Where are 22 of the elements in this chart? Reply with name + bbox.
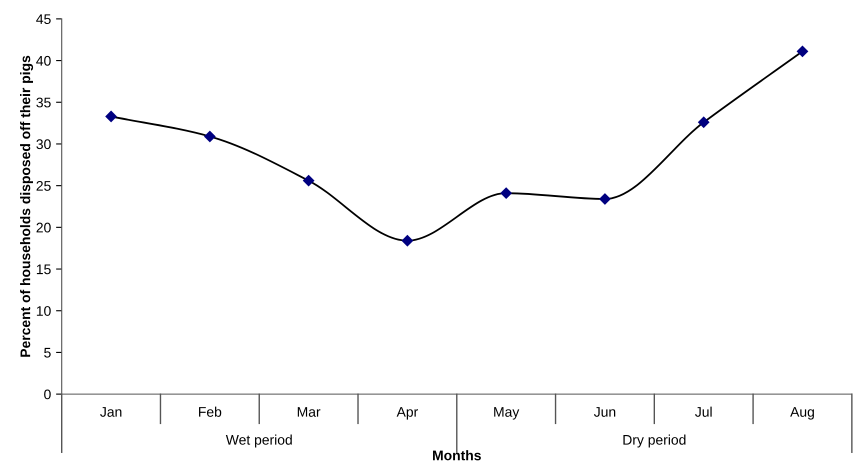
x-tick-label: Jun [594,407,616,417]
text: Dry period [623,434,686,448]
x-tick-label: Jul [695,406,712,417]
y-tick-label: 30 [36,139,51,150]
x-tick-label: Apr [396,407,418,420]
y-tick-label: 5 [44,348,51,358]
x-tick-label: Feb [199,406,222,417]
x-tick-label: Mar [298,407,320,417]
x-tick-label: Jan [100,407,122,417]
x-tick-label: May [494,407,520,420]
x-tick-label: Aug [790,407,814,420]
x-axis-title: Months [433,450,481,460]
y-axis-title: Percent of households disposed off their pigs [20,56,34,357]
y-tick-label: 0 [44,389,51,400]
y-tick-label: 15 [36,264,51,274]
y-tick-label: 45 [36,14,51,24]
y-tick-label: 25 [36,180,51,191]
text: Wet period [226,434,292,448]
y-tick-label: 20 [36,222,51,233]
y-tick-label: 40 [36,56,51,66]
y-tick-label: 35 [36,98,51,108]
y-tick-label: 10 [36,306,51,316]
